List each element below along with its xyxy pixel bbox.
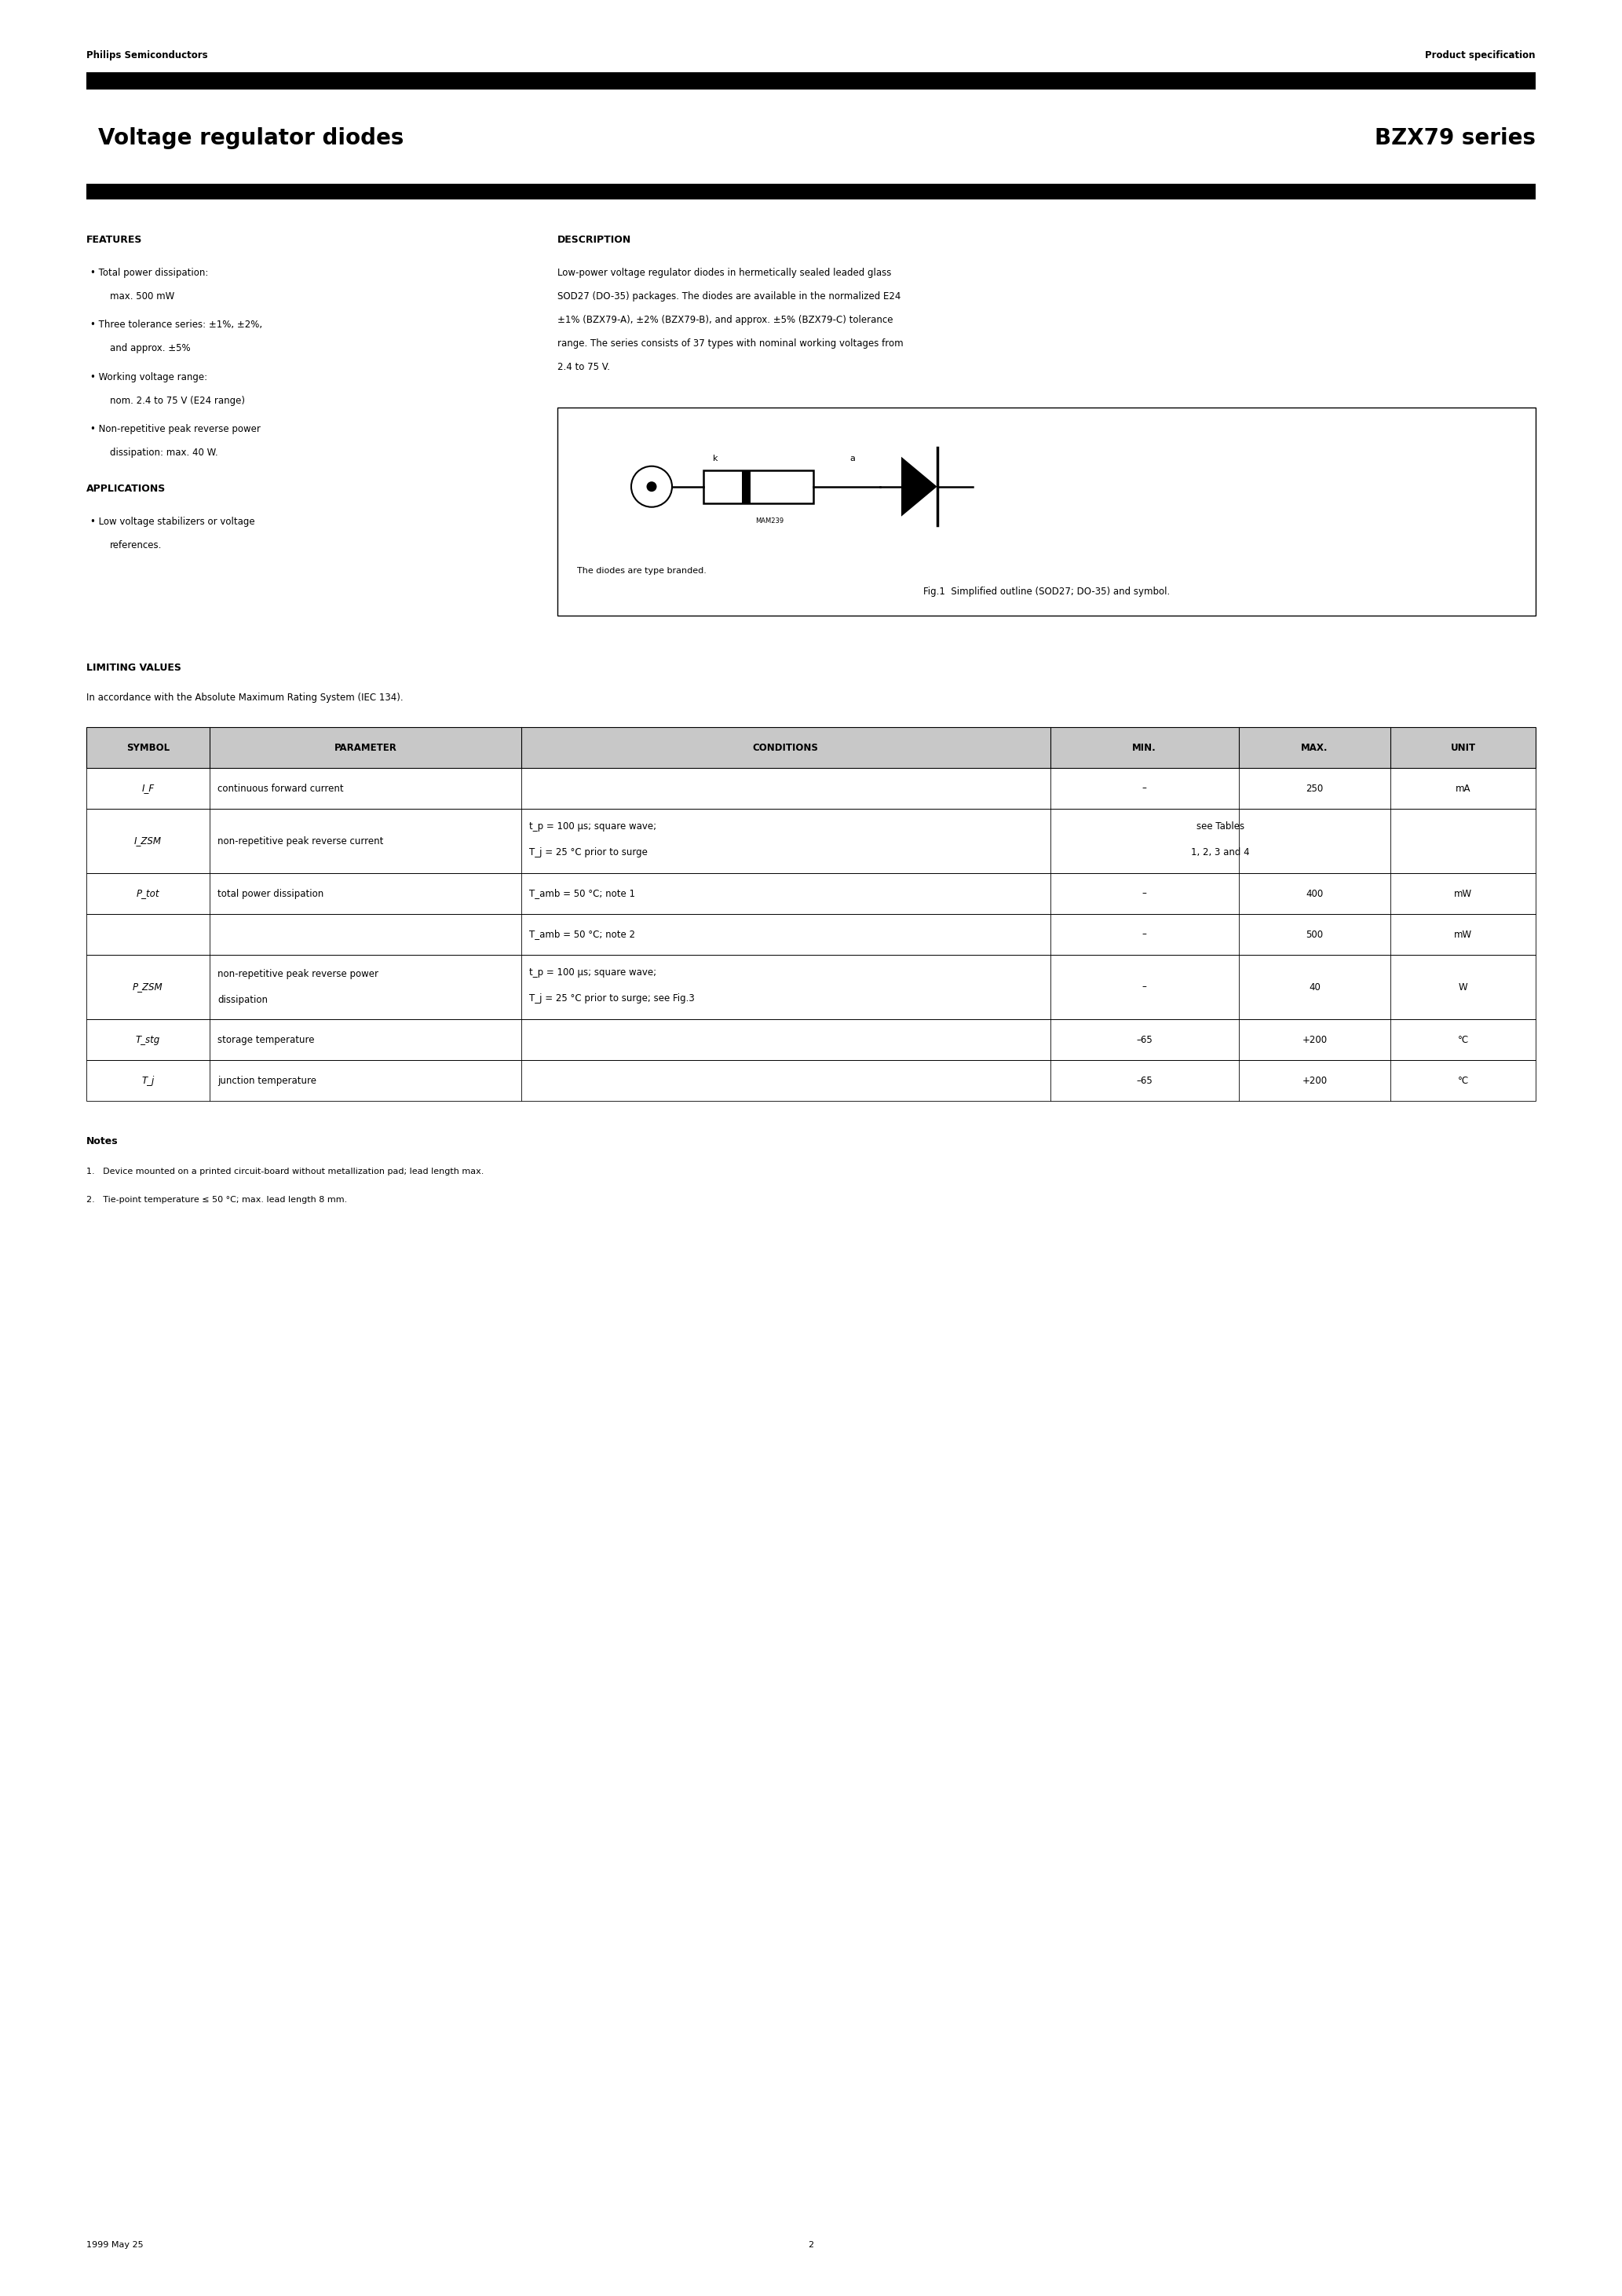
Text: dissipation: max. 40 W.: dissipation: max. 40 W. bbox=[110, 448, 217, 457]
Text: 500: 500 bbox=[1306, 930, 1324, 939]
Text: see Tables: see Tables bbox=[1197, 822, 1244, 831]
Text: CONDITIONS: CONDITIONS bbox=[753, 742, 819, 753]
Text: non-repetitive peak reverse power: non-repetitive peak reverse power bbox=[217, 969, 378, 980]
Text: • Low voltage stabilizers or voltage: • Low voltage stabilizers or voltage bbox=[91, 517, 255, 528]
Text: 2.   Tie-point temperature ≤ 50 °C; max. lead length 8 mm.: 2. Tie-point temperature ≤ 50 °C; max. l… bbox=[86, 1196, 347, 1203]
Text: FEATURES: FEATURES bbox=[86, 234, 143, 246]
Bar bbox=[86, 872, 1536, 914]
Circle shape bbox=[647, 482, 657, 491]
Text: dissipation: dissipation bbox=[217, 994, 268, 1006]
Text: BZX79 series: BZX79 series bbox=[1375, 126, 1536, 149]
Text: APPLICATIONS: APPLICATIONS bbox=[86, 484, 165, 494]
Text: T_j: T_j bbox=[141, 1075, 154, 1086]
Text: • Total power dissipation:: • Total power dissipation: bbox=[91, 269, 208, 278]
Text: storage temperature: storage temperature bbox=[217, 1035, 315, 1045]
Text: Low-power voltage regulator diodes in hermetically sealed leaded glass: Low-power voltage regulator diodes in he… bbox=[558, 269, 892, 278]
Bar bbox=[86, 767, 1536, 808]
Text: P_tot: P_tot bbox=[136, 889, 159, 898]
Text: The diodes are type branded.: The diodes are type branded. bbox=[577, 567, 707, 574]
Text: In accordance with the Absolute Maximum Rating System (IEC 134).: In accordance with the Absolute Maximum … bbox=[86, 693, 404, 703]
Text: references.: references. bbox=[110, 540, 162, 551]
Text: MAM239: MAM239 bbox=[756, 517, 783, 523]
Text: P_ZSM: P_ZSM bbox=[133, 983, 164, 992]
Text: PARAMETER: PARAMETER bbox=[334, 742, 397, 753]
Text: +200: +200 bbox=[1302, 1035, 1327, 1045]
Text: 400: 400 bbox=[1306, 889, 1324, 898]
Bar bbox=[704, 471, 813, 503]
Bar bbox=[86, 1061, 1536, 1100]
Bar bbox=[86, 808, 1536, 872]
Bar bbox=[86, 955, 1536, 1019]
Text: 2: 2 bbox=[808, 2241, 814, 2248]
Text: °C: °C bbox=[1458, 1035, 1468, 1045]
Text: –: – bbox=[1142, 783, 1147, 794]
Text: MAX.: MAX. bbox=[1301, 742, 1328, 753]
Text: °C: °C bbox=[1458, 1075, 1468, 1086]
Text: t_p = 100 μs; square wave;: t_p = 100 μs; square wave; bbox=[529, 967, 657, 978]
Text: continuous forward current: continuous forward current bbox=[217, 783, 344, 794]
Text: LIMITING VALUES: LIMITING VALUES bbox=[86, 664, 182, 673]
Text: T_stg: T_stg bbox=[136, 1035, 161, 1045]
Text: –65: –65 bbox=[1135, 1075, 1153, 1086]
Bar bbox=[86, 728, 1536, 767]
Text: ±1% (BZX79-A), ±2% (BZX79-B), and approx. ±5% (BZX79-C) tolerance: ±1% (BZX79-A), ±2% (BZX79-B), and approx… bbox=[558, 315, 894, 326]
Text: • Working voltage range:: • Working voltage range: bbox=[91, 372, 208, 381]
Bar bbox=[86, 71, 1536, 90]
Bar bbox=[86, 184, 1536, 200]
Text: 40: 40 bbox=[1309, 983, 1320, 992]
Bar bbox=[86, 1019, 1536, 1061]
Text: –: – bbox=[1142, 889, 1147, 898]
Text: SOD27 (DO-35) packages. The diodes are available in the normalized E24: SOD27 (DO-35) packages. The diodes are a… bbox=[558, 292, 900, 301]
Text: Voltage regulator diodes: Voltage regulator diodes bbox=[99, 126, 404, 149]
Text: and approx. ±5%: and approx. ±5% bbox=[110, 344, 190, 354]
Text: 1999 May 25: 1999 May 25 bbox=[86, 2241, 143, 2248]
Text: T_amb = 50 °C; note 2: T_amb = 50 °C; note 2 bbox=[529, 930, 634, 939]
Text: Product specification: Product specification bbox=[1426, 51, 1536, 60]
Text: SYMBOL: SYMBOL bbox=[127, 742, 170, 753]
Text: • Three tolerance series: ±1%, ±2%,: • Three tolerance series: ±1%, ±2%, bbox=[91, 319, 263, 331]
Text: non-repetitive peak reverse current: non-repetitive peak reverse current bbox=[217, 836, 383, 847]
Text: +200: +200 bbox=[1302, 1075, 1327, 1086]
Text: t_p = 100 μs; square wave;: t_p = 100 μs; square wave; bbox=[529, 822, 657, 831]
Text: • Non-repetitive peak reverse power: • Non-repetitive peak reverse power bbox=[91, 425, 261, 434]
Text: mA: mA bbox=[1455, 783, 1471, 794]
Bar bbox=[741, 471, 751, 503]
Text: junction temperature: junction temperature bbox=[217, 1075, 316, 1086]
Text: a: a bbox=[850, 455, 855, 461]
Text: 1.   Device mounted on a printed circuit-board without metallization pad; lead l: 1. Device mounted on a printed circuit-b… bbox=[86, 1169, 483, 1176]
Text: range. The series consists of 37 types with nominal working voltages from: range. The series consists of 37 types w… bbox=[558, 338, 903, 349]
Text: I_ZSM: I_ZSM bbox=[135, 836, 162, 847]
Text: Philips Semiconductors: Philips Semiconductors bbox=[86, 51, 208, 60]
Polygon shape bbox=[902, 457, 938, 517]
Text: DESCRIPTION: DESCRIPTION bbox=[558, 234, 631, 246]
Text: 1, 2, 3 and 4: 1, 2, 3 and 4 bbox=[1191, 847, 1249, 859]
Text: T_j = 25 °C prior to surge: T_j = 25 °C prior to surge bbox=[529, 847, 647, 859]
Text: mW: mW bbox=[1453, 930, 1473, 939]
Text: total power dissipation: total power dissipation bbox=[217, 889, 323, 898]
Text: –: – bbox=[1142, 930, 1147, 939]
Text: T_j = 25 °C prior to surge; see Fig.3: T_j = 25 °C prior to surge; see Fig.3 bbox=[529, 994, 694, 1003]
Text: W: W bbox=[1458, 983, 1468, 992]
Text: I_F: I_F bbox=[141, 783, 154, 794]
Text: –: – bbox=[1142, 983, 1147, 992]
Text: mW: mW bbox=[1453, 889, 1473, 898]
Bar bbox=[86, 914, 1536, 955]
Bar bbox=[558, 406, 1536, 615]
Text: nom. 2.4 to 75 V (E24 range): nom. 2.4 to 75 V (E24 range) bbox=[110, 395, 245, 406]
Text: 250: 250 bbox=[1306, 783, 1324, 794]
Text: MIN.: MIN. bbox=[1132, 742, 1156, 753]
Text: T_amb = 50 °C; note 1: T_amb = 50 °C; note 1 bbox=[529, 889, 634, 898]
Text: –65: –65 bbox=[1135, 1035, 1153, 1045]
Text: UNIT: UNIT bbox=[1450, 742, 1476, 753]
Text: Notes: Notes bbox=[86, 1137, 118, 1146]
Text: Fig.1  Simplified outline (SOD27; DO-35) and symbol.: Fig.1 Simplified outline (SOD27; DO-35) … bbox=[923, 585, 1169, 597]
Text: 2.4 to 75 V.: 2.4 to 75 V. bbox=[558, 363, 610, 372]
Text: k: k bbox=[712, 455, 719, 461]
Text: max. 500 mW: max. 500 mW bbox=[110, 292, 175, 301]
